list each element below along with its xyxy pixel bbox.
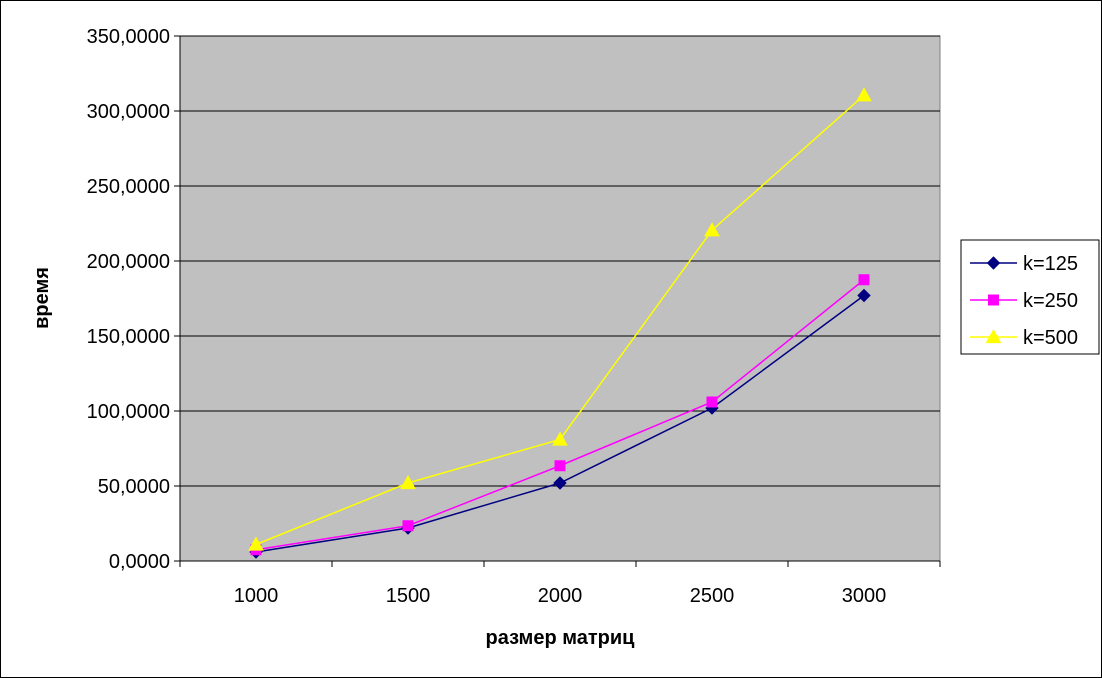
data-point — [553, 476, 567, 490]
legend-label: k=125 — [1023, 253, 1078, 275]
legend-marker — [986, 256, 1001, 270]
legend-marker — [988, 294, 999, 306]
y-tick-label: 50,0000 — [98, 476, 170, 498]
y-tick-label: 300,0000 — [87, 101, 170, 123]
x-tick-label: 2500 — [690, 585, 735, 607]
data-point — [706, 396, 718, 408]
y-tick-label: 200,0000 — [87, 251, 170, 273]
legend-label: k=250 — [1023, 290, 1078, 312]
legend-marker — [985, 328, 1002, 344]
grid-lines — [180, 35, 940, 487]
x-tick-label: 1000 — [234, 585, 279, 607]
legend-box — [960, 239, 1100, 355]
y-axis-title: время — [31, 267, 53, 329]
data-point — [858, 274, 870, 286]
data-point — [402, 520, 414, 532]
data-point — [248, 536, 264, 551]
data-point — [552, 431, 568, 446]
legend: k=125 k=250 k=500 — [960, 239, 1100, 355]
x-axis-ticks: 1000 1500 2000 2500 3000 — [179, 561, 941, 607]
plot-area — [179, 35, 941, 562]
y-axis-ticks: 0,0000 50,0000 100,0000 150,0000 200,0000 250… — [87, 26, 180, 573]
series-group — [248, 87, 872, 559]
x-axis-title: размер матриц — [486, 627, 636, 649]
x-tick-label: 2000 — [538, 585, 583, 607]
axes — [179, 36, 940, 562]
y-tick-label: 150,0000 — [87, 326, 170, 348]
data-point — [856, 87, 872, 102]
data-point — [400, 474, 416, 490]
data-point — [704, 222, 720, 237]
series-k=500 — [248, 87, 872, 551]
data-point — [554, 460, 566, 472]
y-tick-label: 350,0000 — [87, 26, 170, 48]
legend-label: k=500 — [1023, 327, 1078, 349]
x-tick-label: 3000 — [842, 585, 887, 607]
data-point — [857, 288, 871, 303]
y-tick-label: 250,0000 — [87, 176, 170, 198]
y-tick-label: 100,0000 — [87, 401, 170, 423]
y-tick-label: 0,0000 — [109, 551, 170, 573]
x-tick-label: 1500 — [386, 585, 431, 607]
